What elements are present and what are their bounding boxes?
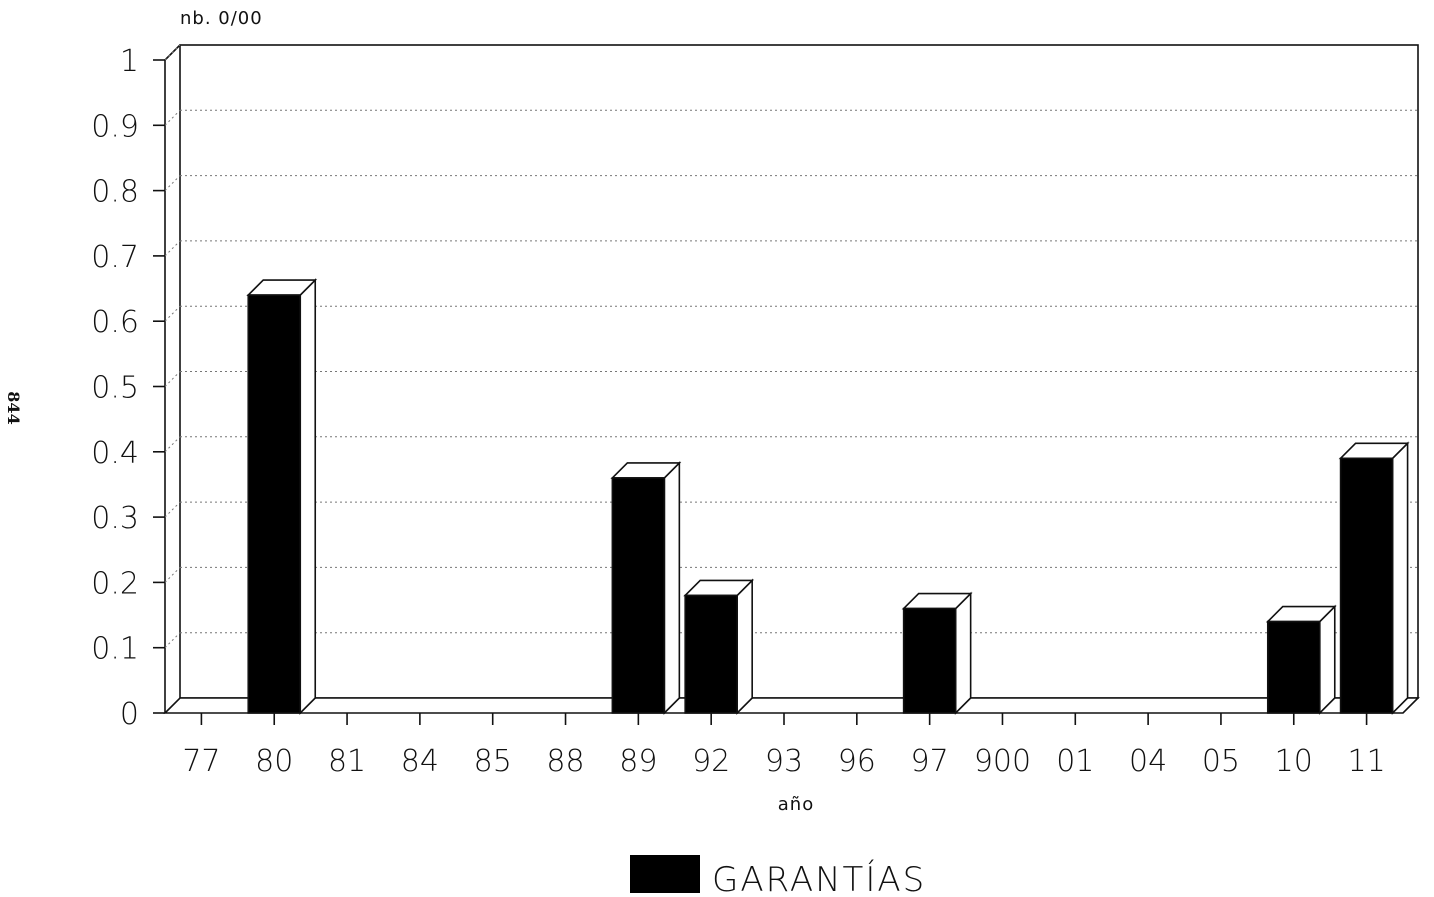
y-tick-label: 1	[120, 44, 139, 79]
x-tick-label: 11	[1347, 744, 1385, 779]
x-tick-label: 84	[401, 744, 439, 779]
y-tick-label: 0.9	[91, 109, 139, 144]
floor	[163, 697, 1420, 714]
y-tick-label: 0.2	[91, 566, 139, 601]
x-tick-label: 80	[255, 744, 293, 779]
x-axis-title: año	[778, 794, 814, 815]
y-tick-labels: 0 0.1 0.2 0.3 0.4 0.5 0.6 0.7 0.8 0.9 1	[91, 44, 165, 732]
x-tick-label: 04	[1129, 744, 1167, 779]
x-tick-label: 01	[1056, 744, 1094, 779]
y-tick-label: 0.5	[91, 371, 139, 406]
bar	[246, 278, 318, 715]
bars	[246, 278, 1410, 715]
x-tick-label: 96	[838, 744, 876, 779]
gridlines	[164, 44, 1418, 649]
gridline-diagonal	[164, 175, 181, 191]
gridline-diagonal	[164, 632, 181, 649]
x-tick-labels: 77 80 81 84 85 88 89 92 93 96 97 900 01 04 05 10 11	[182, 713, 1386, 779]
plot-frame	[163, 44, 1420, 714]
y-tick-label: 0.3	[91, 501, 139, 536]
gridline-diagonal	[164, 44, 181, 61]
x-tick-label: 85	[474, 744, 512, 779]
x-tick-label: 81	[328, 744, 366, 779]
gridline-diagonal	[164, 501, 181, 518]
x-tick-label: 93	[765, 744, 803, 779]
x-tick-label: 900	[974, 744, 1031, 779]
bar	[683, 578, 755, 715]
y-tick-label: 0.8	[91, 175, 139, 210]
x-tick-label: 88	[546, 744, 584, 779]
x-tick-label: 97	[911, 744, 949, 779]
gridline-diagonal	[164, 240, 181, 257]
y-tick-label: 0	[120, 697, 139, 732]
x-tick-label: 10	[1275, 744, 1313, 779]
legend-label: GARANTÍAS	[712, 859, 926, 897]
x-tick-label: 92	[692, 744, 730, 779]
y-tick-label: 0.4	[91, 436, 139, 471]
y-axis-title: nb. 0/00	[180, 8, 263, 29]
gridline-diagonal	[164, 109, 181, 126]
gridline-diagonal	[164, 305, 181, 322]
bar	[1338, 441, 1410, 715]
gridline-diagonal	[164, 436, 181, 453]
y-tick-label: 0.1	[91, 632, 139, 667]
legend-swatch	[630, 855, 700, 893]
bar	[901, 591, 973, 715]
page-number: 844	[4, 391, 23, 424]
legend: GARANTÍAS	[630, 855, 926, 897]
bar	[610, 460, 682, 715]
x-tick-label: 05	[1202, 744, 1240, 779]
bar	[1265, 604, 1337, 715]
x-tick-label: 77	[182, 744, 220, 779]
gridline-diagonal	[164, 567, 181, 583]
y-tick-label: 0.7	[91, 240, 139, 275]
gridline-diagonal	[164, 371, 181, 387]
x-tick-label: 89	[619, 744, 657, 779]
y-tick-label: 0.6	[91, 305, 139, 340]
